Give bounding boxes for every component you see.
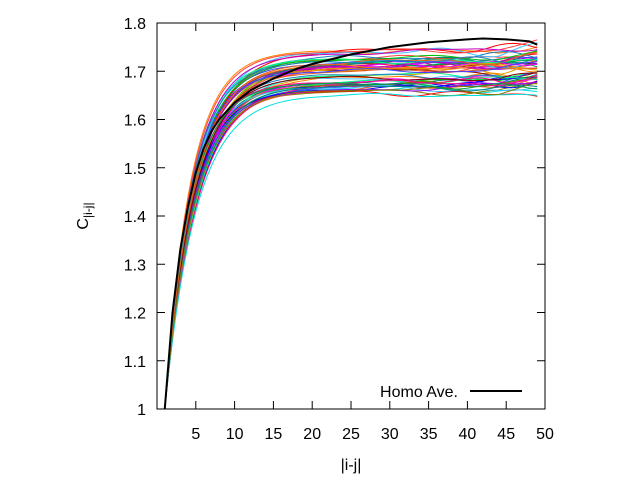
x-tick-label: 40 (459, 426, 477, 443)
x-tick-label: 25 (342, 426, 360, 443)
ensemble-curve (164, 50, 538, 409)
ensemble-curve (164, 92, 538, 409)
ensemble-curve (164, 85, 538, 409)
x-tick-label: 30 (381, 426, 399, 443)
x-tick-label: 10 (226, 426, 244, 443)
ensemble-curve (164, 42, 538, 409)
x-tick-label: 45 (497, 426, 515, 443)
y-tick-label: 1.1 (124, 354, 146, 371)
ensemble-curve (164, 50, 538, 409)
x-tick-label: 35 (420, 426, 438, 443)
ensemble-curve (164, 62, 538, 409)
homo-ave-curve (163, 37, 538, 409)
ensemble-curve (164, 51, 538, 409)
ensemble-curve (164, 82, 538, 409)
ensemble-curve (164, 39, 538, 409)
y-tick-label: 1.6 (124, 113, 146, 130)
ensemble-curve (164, 51, 538, 409)
y-axis-label-sub: |i-j| (81, 202, 95, 218)
series-layer (163, 37, 538, 409)
y-tick-label: 1.5 (124, 161, 146, 178)
y-axis-label: C|i-j| (75, 202, 95, 229)
x-tick-label: 5 (191, 426, 200, 443)
y-tick-label: 1.2 (124, 306, 146, 323)
legend-label-homo-ave: Homo Ave. (380, 384, 458, 401)
y-tick-label: 1.7 (124, 64, 146, 81)
ensemble-curve (164, 82, 538, 409)
x-tick-label: 50 (536, 426, 554, 443)
ensemble-curve (164, 84, 538, 409)
x-tick-label: 20 (303, 426, 321, 443)
y-tick-label: 1.3 (124, 257, 146, 274)
plot-frame (156, 22, 546, 410)
labels-layer: 5 10 15 20 25 30 35 40 45 50 1 1.1 1.2 1.3 1.4 1.5 1.6 1.… (75, 16, 554, 474)
ensemble-curve (164, 72, 538, 409)
y-axis-label-main: C (75, 218, 92, 230)
ensemble-curve (164, 42, 538, 409)
y-tick-label: 1.8 (124, 16, 146, 33)
ensemble-curve (164, 61, 538, 409)
y-tick-label: 1.4 (124, 209, 146, 226)
ensemble-curve (164, 56, 538, 409)
x-axis-label: |i-j| (341, 457, 362, 474)
x-tick-label: 15 (265, 426, 283, 443)
legend: Homo Ave. (380, 384, 522, 401)
axes-layer (156, 22, 546, 410)
y-tick-label: 1 (137, 402, 146, 419)
